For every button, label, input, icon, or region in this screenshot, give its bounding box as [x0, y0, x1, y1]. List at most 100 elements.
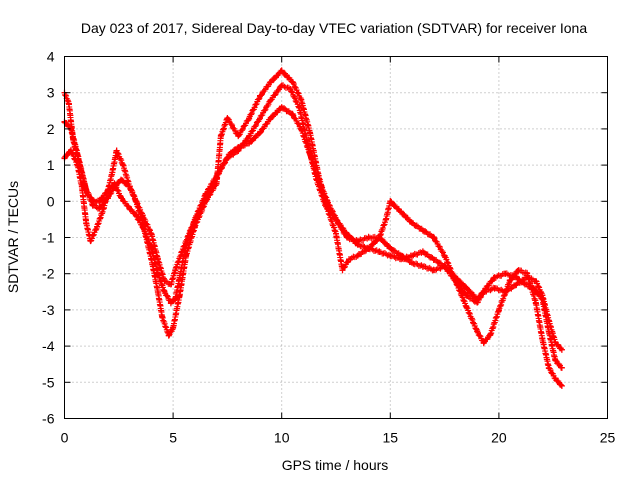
data-point — [463, 303, 470, 310]
data-point — [256, 115, 263, 122]
data-point — [126, 205, 133, 212]
data-point — [487, 332, 494, 339]
data-point — [267, 78, 274, 85]
x-tick-label: 20 — [491, 430, 507, 446]
y-tick-label: -3 — [42, 302, 55, 318]
data-point — [113, 147, 120, 154]
data-series — [61, 67, 565, 389]
data-point — [324, 205, 331, 212]
data-point — [96, 198, 103, 205]
data-point — [89, 201, 96, 208]
data-point — [333, 230, 339, 237]
x-tick-label: 25 — [600, 430, 616, 446]
data-point — [513, 281, 520, 288]
series-3 — [61, 67, 565, 389]
data-point — [267, 115, 274, 122]
data-point — [235, 133, 242, 140]
data-point — [178, 248, 185, 255]
data-point — [552, 357, 559, 364]
data-point — [409, 220, 416, 227]
data-point — [94, 223, 101, 230]
data-point — [172, 267, 179, 274]
data-point — [109, 169, 116, 176]
data-point — [539, 296, 546, 303]
data-point — [482, 285, 489, 292]
data-point — [545, 328, 552, 335]
data-point — [539, 335, 546, 342]
data-point — [65, 100, 72, 107]
data-point — [558, 346, 565, 353]
data-point — [441, 263, 448, 270]
data-point — [382, 216, 389, 223]
data-point — [148, 230, 155, 237]
data-point — [346, 256, 353, 263]
data-point — [117, 176, 124, 183]
data-point — [430, 267, 437, 274]
data-point — [287, 86, 294, 93]
y-tick-label: -6 — [42, 411, 55, 427]
data-point — [298, 125, 305, 132]
data-point — [339, 267, 346, 274]
data-point — [256, 129, 263, 136]
data-point — [387, 252, 394, 259]
data-point — [502, 270, 509, 277]
data-point — [491, 274, 498, 281]
data-point — [167, 299, 174, 306]
data-point — [430, 234, 437, 241]
data-point — [154, 256, 161, 263]
data-point — [176, 292, 183, 299]
data-point — [165, 332, 172, 339]
data-point — [558, 364, 565, 371]
data-point — [100, 205, 107, 212]
data-point — [398, 209, 405, 216]
data-point — [376, 234, 383, 241]
x-axis-label: GPS time / hours — [282, 457, 389, 473]
chart-title: Day 023 of 2017, Sidereal Day-to-day VTE… — [81, 20, 588, 36]
data-point — [354, 238, 361, 245]
x-tick-label: 10 — [274, 430, 290, 446]
data-point — [354, 252, 361, 259]
y-tick-label: -2 — [42, 266, 55, 282]
data-point — [521, 281, 528, 288]
data-point — [235, 144, 242, 150]
data-point — [306, 129, 313, 136]
data-point — [68, 147, 75, 154]
data-point — [217, 133, 224, 140]
data-point — [296, 104, 303, 111]
data-point — [409, 252, 416, 259]
data-point — [267, 96, 274, 103]
data-point — [256, 93, 263, 100]
data-point — [452, 277, 459, 284]
data-point — [552, 375, 559, 382]
x-tick-label: 5 — [169, 430, 177, 446]
data-point — [246, 115, 253, 122]
data-point — [126, 183, 133, 190]
data-point — [376, 248, 383, 255]
y-tick-label: 3 — [47, 85, 55, 101]
data-point — [78, 183, 85, 190]
data-point — [117, 194, 124, 201]
data-point — [289, 78, 296, 85]
data-point — [161, 288, 168, 295]
data-point — [139, 220, 146, 227]
data-point — [202, 198, 209, 205]
data-point — [409, 259, 416, 266]
data-point — [558, 382, 565, 389]
data-point — [148, 256, 155, 263]
data-point — [246, 140, 253, 147]
data-point — [419, 227, 426, 234]
data-point — [278, 67, 285, 74]
data-point — [120, 162, 127, 169]
y-tick-label: 4 — [47, 49, 55, 65]
y-tick-label: 2 — [47, 121, 55, 137]
data-point — [491, 285, 498, 292]
series-markers — [61, 67, 565, 389]
data-point — [532, 299, 539, 306]
data-point — [506, 277, 513, 284]
data-point — [133, 198, 140, 205]
data-point — [387, 245, 394, 252]
data-point — [213, 180, 220, 187]
data-point — [289, 111, 296, 118]
data-point — [387, 198, 394, 205]
